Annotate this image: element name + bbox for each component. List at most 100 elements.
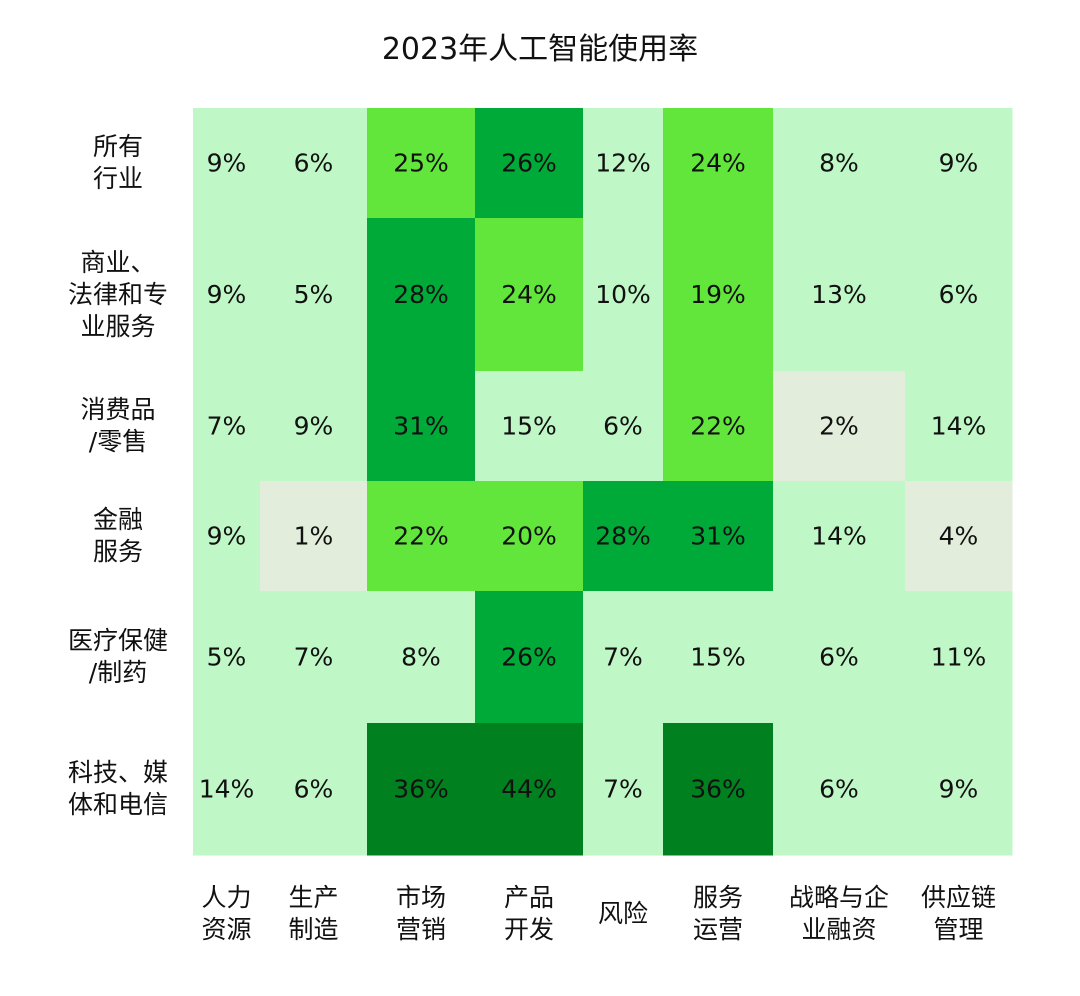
cell-value-label: 14% <box>199 775 255 804</box>
cell-value-label: 28% <box>595 522 651 551</box>
heatmap-cell <box>583 591 664 724</box>
cell-value-label: 5% <box>207 643 247 672</box>
heatmap-cell <box>583 481 664 592</box>
cell-value-label: 11% <box>931 643 987 672</box>
cell-value-label: 36% <box>393 775 449 804</box>
chart-title: 2023年人工智能使用率 <box>381 32 699 67</box>
heatmap-cell <box>260 371 368 482</box>
heatmap-cell <box>773 481 906 592</box>
heatmap-cell <box>663 591 774 724</box>
heatmap-cell <box>905 481 1013 592</box>
cell-value-label: 7% <box>294 643 334 672</box>
cell-value-label: 25% <box>393 149 449 178</box>
cell-value-label: 6% <box>294 775 334 804</box>
heatmap-cell <box>260 591 368 724</box>
heatmap-cell <box>367 723 476 856</box>
row-label: 医疗保健/制药 <box>67 626 168 687</box>
heatmap-cell <box>905 108 1013 219</box>
cell-value-label: 20% <box>501 522 557 551</box>
heatmap-cell <box>583 371 664 482</box>
heatmap-cell <box>905 591 1013 724</box>
column-label: 战略与企 业融资 <box>788 883 889 944</box>
cell-value-label: 9% <box>207 522 247 551</box>
cell-value-label: 9% <box>939 775 979 804</box>
cell-value-label: 26% <box>501 643 557 672</box>
heatmap-cell <box>260 481 368 592</box>
heatmap-cell <box>367 591 476 724</box>
cell-value-label: 9% <box>207 149 247 178</box>
heatmap-cell <box>193 108 261 219</box>
cell-value-label: 8% <box>819 149 859 178</box>
cell-value-label: 12% <box>595 149 651 178</box>
heatmap-cell <box>475 723 584 856</box>
heatmap-cell <box>773 723 906 856</box>
heatmap-cell <box>663 371 774 482</box>
heatmap-cell <box>367 371 476 482</box>
heatmap-cell <box>193 591 261 724</box>
heatmap-cell <box>260 218 368 372</box>
cell-value-label: 2% <box>819 412 859 441</box>
cell-value-label: 6% <box>603 412 643 441</box>
cell-value-label: 1% <box>294 522 334 551</box>
column-label: 风险 <box>597 899 648 928</box>
heatmap-cell <box>663 481 774 592</box>
row-label: 商业、 法律和专 业服务 <box>67 247 168 341</box>
heatmap-cell <box>583 218 664 372</box>
cell-value-label: 6% <box>939 280 979 309</box>
cell-value-label: 7% <box>603 775 643 804</box>
column-label: 产品 开发 <box>503 883 554 944</box>
heatmap-cell <box>367 481 476 592</box>
cell-value-label: 5% <box>294 280 334 309</box>
heatmap-cell <box>475 218 584 372</box>
cell-value-label: 6% <box>294 149 334 178</box>
column-label: 市场 营销 <box>395 883 446 944</box>
heatmap-cell <box>475 591 584 724</box>
heatmap-cell <box>773 591 906 724</box>
heatmap-cell <box>260 723 368 856</box>
heatmap-cell <box>583 723 664 856</box>
cell-value-label: 14% <box>931 412 987 441</box>
heatmap-cell <box>773 371 906 482</box>
cell-value-label: 6% <box>819 775 859 804</box>
cell-value-label: 9% <box>207 280 247 309</box>
row-label: 所有 行业 <box>92 132 143 193</box>
cell-value-label: 7% <box>207 412 247 441</box>
cell-value-label: 24% <box>690 149 746 178</box>
heatmap-cell <box>663 723 774 856</box>
heatmap-cell <box>773 108 906 219</box>
heatmap-cell <box>663 218 774 372</box>
heatmap-cell <box>260 108 368 219</box>
cell-value-label: 36% <box>690 775 746 804</box>
cell-value-label: 44% <box>501 775 557 804</box>
heatmap-cell <box>663 108 774 219</box>
cell-value-label: 4% <box>939 522 979 551</box>
cell-value-label: 15% <box>690 643 746 672</box>
heatmap-cell <box>193 218 261 372</box>
row-label: 金融 服务 <box>92 505 143 566</box>
cell-value-label: 6% <box>819 643 859 672</box>
cell-value-label: 10% <box>595 280 651 309</box>
row-label: 科技、媒 体和电信 <box>67 758 168 819</box>
cell-value-label: 26% <box>501 149 557 178</box>
column-label: 生产 制造 <box>288 883 339 944</box>
heatmap-cell <box>905 723 1013 856</box>
cell-value-label: 24% <box>501 280 557 309</box>
heatmap-cell <box>475 481 584 592</box>
cell-value-label: 15% <box>501 412 557 441</box>
cell-value-label: 31% <box>690 522 746 551</box>
cell-value-label: 19% <box>690 280 746 309</box>
heatmap-cell <box>905 218 1013 372</box>
heatmap-cell <box>193 723 261 856</box>
heatmap-cell <box>905 371 1013 482</box>
row-label: 消费品/零售 <box>80 395 156 456</box>
heatmap-cell <box>193 371 261 482</box>
cell-value-label: 9% <box>294 412 334 441</box>
cell-value-label: 22% <box>690 412 746 441</box>
heatmap-cell <box>367 108 476 219</box>
cell-value-label: 31% <box>393 412 449 441</box>
cell-value-label: 28% <box>393 280 449 309</box>
heatmap-cell <box>193 481 261 592</box>
cell-value-label: 13% <box>811 280 867 309</box>
cell-value-label: 9% <box>939 149 979 178</box>
heatmap-cell <box>475 371 584 482</box>
